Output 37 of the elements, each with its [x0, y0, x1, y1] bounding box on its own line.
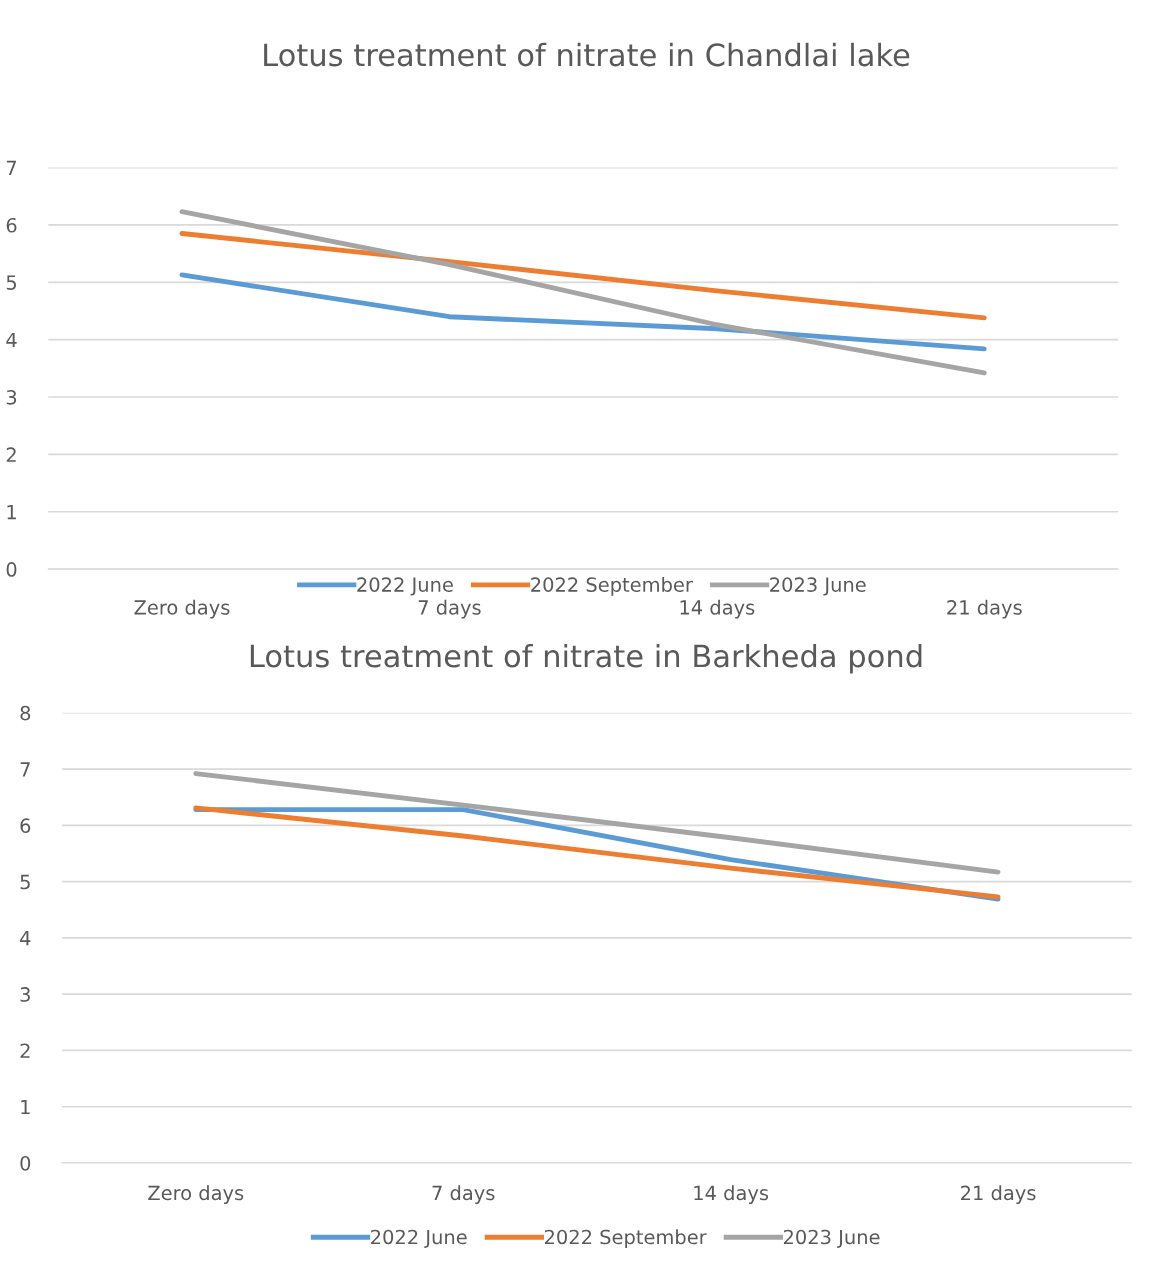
y-tick-label: 2	[20, 1043, 30, 1058]
y-tick-label: 1	[21, 1099, 30, 1115]
legend-label: 2022 June	[357, 577, 453, 596]
x-tick-label: 21 days	[961, 1185, 1036, 1205]
y-tick-label: 3	[6, 389, 17, 405]
line-series	[193, 771, 1001, 875]
x-tick-label: 14 days	[694, 1185, 769, 1205]
y-tick-label: 4	[20, 931, 31, 946]
legend-label: 2023 June	[770, 577, 866, 596]
legend-label: 2023 June	[783, 1229, 880, 1248]
y-tick-label: 5	[6, 275, 16, 290]
y-tick-label: 3	[20, 987, 30, 1002]
legend-label: 2022 September	[531, 576, 693, 596]
x-tick-label: Zero days	[134, 599, 230, 619]
y-tick-label: 0	[6, 562, 17, 577]
line-series	[179, 231, 987, 321]
y-tick-label: 8	[20, 705, 31, 721]
chart-title: Lotus treatment of nitrate in Chandlai lake	[264, 42, 910, 67]
y-tick-label: 0	[20, 1155, 31, 1171]
line-series	[179, 272, 987, 352]
line-series	[179, 209, 987, 376]
y-tick-label: 4	[6, 332, 17, 348]
y-tick-label: 2	[6, 447, 16, 462]
legend-label: 2022 September	[544, 1229, 707, 1249]
x-tick-label: 21 days	[947, 599, 1022, 619]
y-tick-label: 1	[7, 504, 16, 520]
y-tick-label: 7	[20, 762, 30, 777]
y-tick-label: 7	[6, 160, 17, 175]
legend-label: 2022 June	[371, 1229, 467, 1248]
y-tick-label: 6	[20, 818, 31, 833]
chart-title: Lotus treatment of nitrate in Barkheda pond	[250, 643, 922, 674]
x-tick-label: Zero days	[148, 1185, 244, 1205]
x-tick-label: 7 days	[418, 599, 481, 619]
y-tick-label: 6	[6, 217, 17, 233]
y-tick-label: 5	[20, 874, 30, 890]
x-tick-label: 7 days	[432, 1185, 495, 1205]
x-tick-label: 14 days	[680, 599, 755, 619]
